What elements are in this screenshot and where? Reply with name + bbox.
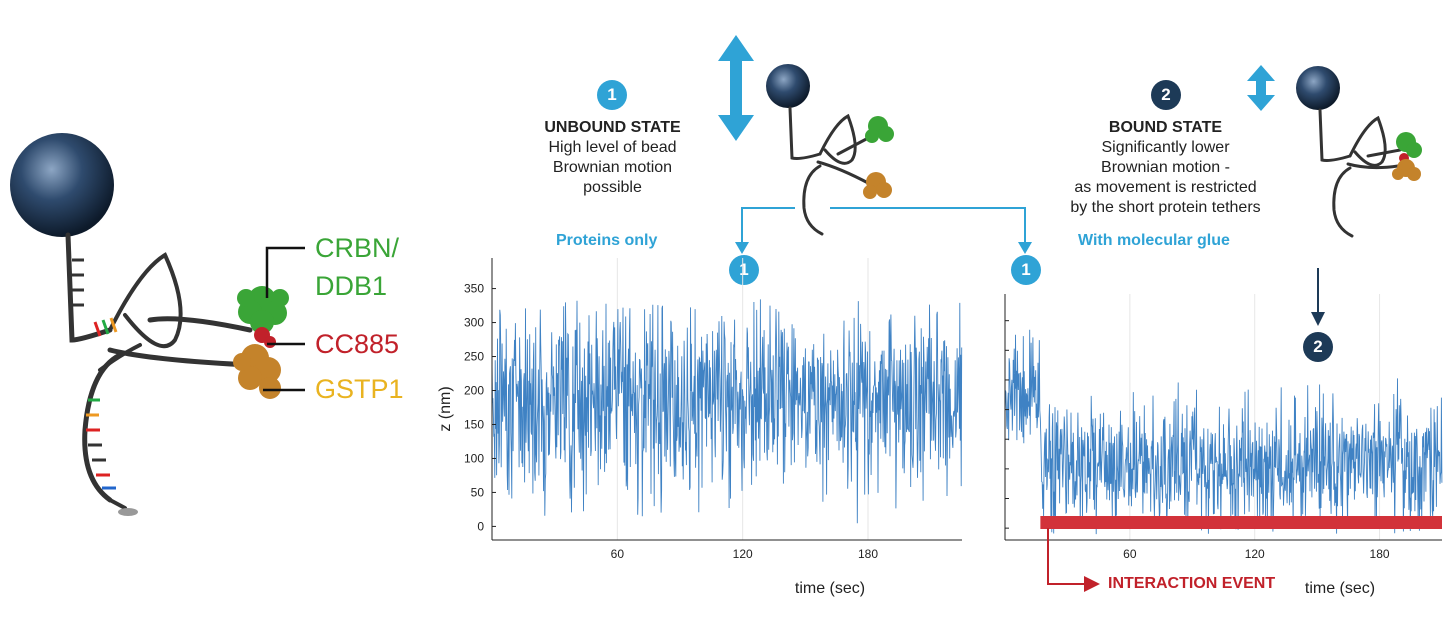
y-tick-label-4: 200 bbox=[464, 384, 484, 398]
gstp1-label: GSTP1 bbox=[315, 374, 404, 404]
interaction-event-arrow bbox=[1047, 528, 1100, 592]
interaction-event-label: INTERACTION EVENT bbox=[1108, 575, 1276, 592]
z-trace-line bbox=[491, 299, 963, 524]
bound-construct-icon bbox=[1296, 66, 1422, 238]
large-motion-arrow-icon bbox=[718, 35, 754, 141]
x-tick-label-1: 120 bbox=[1245, 547, 1265, 561]
bound-line1: Significantly lower bbox=[1101, 139, 1230, 156]
connector-arrows bbox=[735, 207, 1032, 254]
x-tick-label-2: 180 bbox=[858, 547, 878, 561]
cc885-label: CC885 bbox=[315, 329, 400, 359]
crbn-label-line2: DDB1 bbox=[315, 271, 388, 301]
z-trace-line bbox=[1004, 329, 1443, 535]
x-tick-label-2: 180 bbox=[1370, 547, 1390, 561]
y-tick-label-6: 300 bbox=[464, 316, 484, 330]
label-leader-lines bbox=[263, 246, 305, 392]
bound-step-badge: 2 bbox=[1151, 80, 1181, 110]
unbound-line3: possible bbox=[583, 179, 642, 196]
y-tick-label-2: 100 bbox=[464, 451, 484, 465]
construct-illustration bbox=[10, 133, 289, 516]
bead-icon bbox=[10, 133, 114, 237]
unbound-title: UNBOUND STATE bbox=[544, 119, 681, 136]
right-plot-start-badge: 1 bbox=[1011, 255, 1041, 285]
interaction-event-bar bbox=[1040, 516, 1442, 529]
y-tick-label-1: 50 bbox=[471, 485, 485, 499]
y-tick-label-0: 0 bbox=[477, 519, 484, 533]
dna-tether-icon bbox=[65, 232, 253, 510]
y-tick-label-7: 350 bbox=[464, 282, 484, 296]
y-axis-title: z (nm) bbox=[437, 386, 454, 431]
bound-state-text: BOUND STATE Significantly lower Brownian… bbox=[1038, 118, 1293, 218]
x-tick-label-0: 60 bbox=[611, 547, 625, 561]
x-tick-label-1: 120 bbox=[733, 547, 753, 561]
bound-line4: by the short protein tethers bbox=[1070, 199, 1261, 216]
bound-title: BOUND STATE bbox=[1108, 119, 1223, 136]
x-axis-title: time (sec) bbox=[795, 580, 865, 597]
bound-line2: Brownian motion - bbox=[1101, 159, 1230, 176]
bound-line3: as movement is restricted bbox=[1074, 179, 1257, 196]
unbound-construct-icon bbox=[766, 64, 894, 236]
dna-basepairs bbox=[72, 258, 118, 490]
unbound-line1: High level of bead bbox=[548, 139, 677, 156]
bound-transition-arrow bbox=[1311, 268, 1325, 326]
y-tick-label-5: 250 bbox=[464, 350, 484, 364]
with-glue-caption: With molecular glue bbox=[1078, 232, 1230, 249]
proteins-only-caption: Proteins only bbox=[556, 232, 658, 249]
x-axis-title: time (sec) bbox=[1305, 580, 1375, 597]
crbn-label: CRBN/ DDB1 bbox=[315, 233, 399, 301]
y-tick-label-3: 150 bbox=[464, 417, 484, 431]
small-motion-arrow-icon bbox=[1247, 65, 1275, 111]
proteins-only-chart: 60 120 180 0 50 100 150 200 250 300 350 time (sec) z… bbox=[437, 258, 963, 597]
unbound-state-text: UNBOUND STATE High level of bead Brownia… bbox=[500, 118, 725, 198]
crbn-label-line1: CRBN/ bbox=[315, 233, 400, 263]
right-plot-bound-badge: 2 bbox=[1303, 332, 1333, 362]
gstp1-protein-icon bbox=[233, 344, 281, 399]
unbound-step-badge: 1 bbox=[597, 80, 627, 110]
crbn-protein-icon bbox=[237, 286, 289, 334]
unbound-line2: Brownian motion bbox=[552, 159, 673, 176]
x-tick-label-0: 60 bbox=[1123, 547, 1137, 561]
molecular-glue-chart: 60 120 180 time (sec) bbox=[1004, 294, 1443, 597]
left-plot-badge: 1 bbox=[729, 255, 759, 285]
